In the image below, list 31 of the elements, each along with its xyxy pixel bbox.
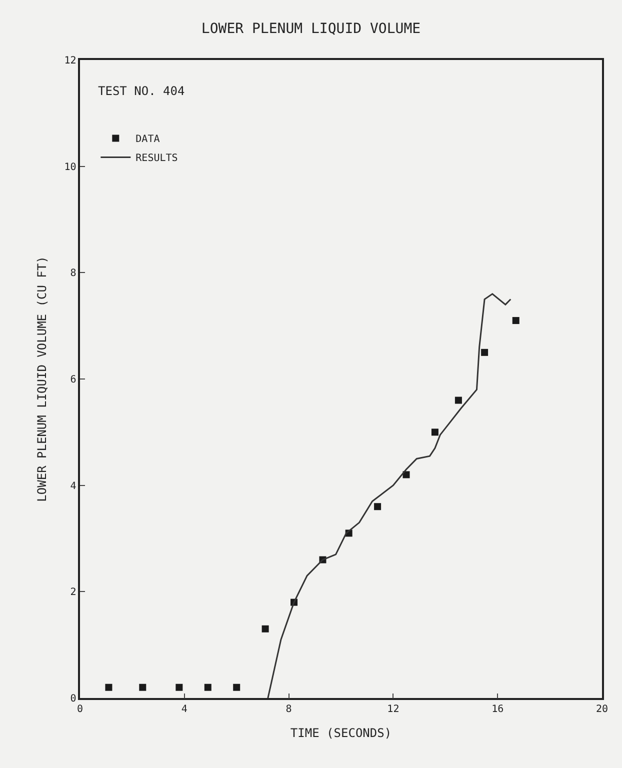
point — [454, 396, 462, 404]
point — [431, 428, 438, 436]
x-tick-label: 4 — [181, 704, 188, 715]
point — [512, 317, 520, 324]
point — [176, 684, 183, 691]
x-axis-title: TIME (SECONDS) — [290, 726, 392, 740]
y-tick-label: 8 — [70, 268, 76, 280]
point — [374, 503, 382, 510]
x-tick-label: 20 — [596, 704, 608, 715]
chart-title: LOWER PLENUM LIQUID VOLUME — [201, 20, 421, 37]
x-tick-label: 12 — [387, 704, 400, 715]
x-tick-label: 16 — [492, 704, 504, 715]
annotation: TEST NO. 404 — [98, 84, 185, 98]
y-tick-label: 10 — [64, 162, 76, 173]
point — [139, 684, 146, 691]
y-tick-label: 0 — [70, 694, 76, 704]
y-tick-label: 6 — [70, 374, 76, 386]
y-tick-label: 2 — [70, 587, 76, 598]
y-axis-title: LOWER PLENUM LIQUID VOLUME (CU FT) — [35, 256, 50, 502]
line-series — [267, 293, 512, 698]
y-tick-label: 12 — [64, 56, 76, 66]
point — [204, 684, 212, 691]
point — [402, 471, 410, 478]
legend-label: DATA — [136, 134, 160, 146]
point — [262, 625, 269, 632]
point — [481, 348, 488, 356]
point — [233, 684, 240, 691]
x-tick-label: 8 — [286, 704, 292, 715]
point — [105, 684, 112, 691]
y-tick-label: 4 — [70, 480, 76, 492]
legend-label: RESULTS — [136, 153, 178, 164]
